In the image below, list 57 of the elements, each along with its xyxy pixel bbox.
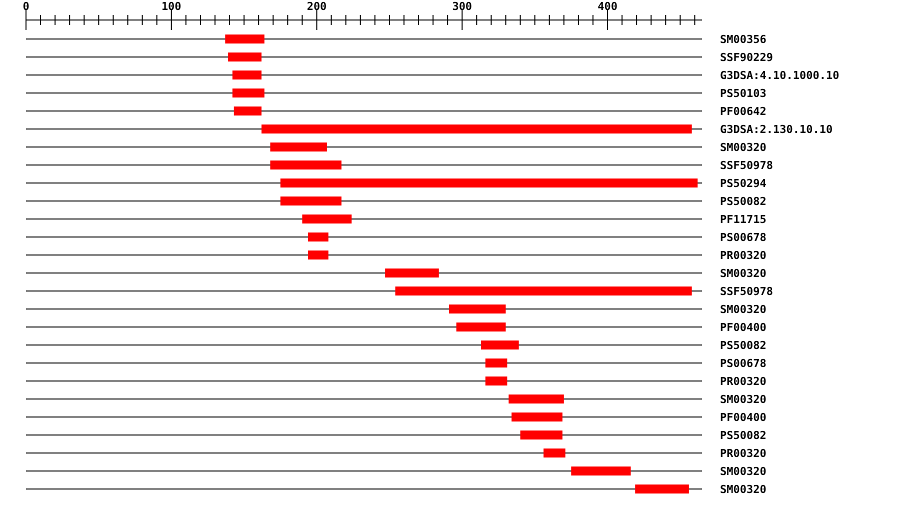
bar — [270, 160, 342, 170]
y-tick-label: PS50082 — [720, 338, 766, 352]
bar — [308, 232, 328, 242]
y-tick-label: PR00320 — [720, 374, 766, 388]
y-tick-label: SM00320 — [720, 482, 766, 496]
bar — [232, 88, 264, 98]
bar — [385, 268, 439, 278]
bar — [228, 52, 262, 62]
bar — [508, 394, 564, 404]
y-tick-label: SM00320 — [720, 302, 766, 316]
y-tick-label: G3DSA:2.130.10.10 — [720, 122, 833, 136]
bar — [635, 484, 689, 494]
x-tick-label: 100 — [161, 0, 182, 13]
y-tick-label: PS50082 — [720, 428, 766, 442]
y-tick-label: PF00400 — [720, 320, 766, 334]
bar — [280, 196, 342, 206]
y-tick-label: PS50103 — [720, 86, 766, 100]
y-tick-label: PS00678 — [720, 230, 766, 244]
bar — [456, 322, 506, 332]
y-tick-label: PS50082 — [720, 194, 766, 208]
bar — [485, 358, 508, 368]
bar — [262, 124, 692, 134]
x-tick-label: 400 — [598, 0, 618, 13]
bar — [395, 286, 692, 296]
y-tick-label: PF00642 — [720, 104, 766, 118]
bar — [485, 376, 508, 386]
y-tick-label: SSF50978 — [720, 284, 773, 298]
bar — [481, 340, 519, 350]
x-tick-label: 0 — [22, 0, 30, 13]
y-tick-label: PS00678 — [720, 356, 766, 370]
y-tick-label: PR00320 — [720, 248, 766, 262]
y-tick-label: SM00320 — [720, 464, 766, 478]
bar — [302, 214, 352, 224]
bar — [449, 304, 506, 314]
y-tick-label: SM00320 — [720, 266, 766, 280]
bar — [225, 34, 264, 44]
bar — [308, 250, 328, 260]
y-tick-label: G3DSA:4.10.1000.10 — [720, 68, 840, 82]
x-tick-label: 300 — [452, 0, 472, 13]
bar — [280, 178, 698, 188]
y-tick-label: SM00356 — [720, 32, 767, 46]
bar — [270, 142, 327, 152]
y-tick-label: PS50294 — [720, 176, 767, 190]
y-tick-label: SM00320 — [720, 392, 766, 406]
y-tick-label: SM00320 — [720, 140, 766, 154]
y-tick-label: PR00320 — [720, 446, 766, 460]
bar — [571, 466, 631, 476]
x-tick-label: 200 — [306, 0, 327, 13]
bar — [544, 448, 566, 458]
y-tick-label: SSF90229 — [720, 50, 773, 64]
y-tick-label: PF11715 — [720, 212, 766, 226]
y-tick-label: SSF50978 — [720, 158, 773, 172]
bar — [512, 412, 562, 422]
y-tick-label: PF00400 — [720, 410, 766, 424]
bar — [232, 70, 262, 80]
bar — [520, 430, 562, 440]
bar — [234, 106, 262, 116]
